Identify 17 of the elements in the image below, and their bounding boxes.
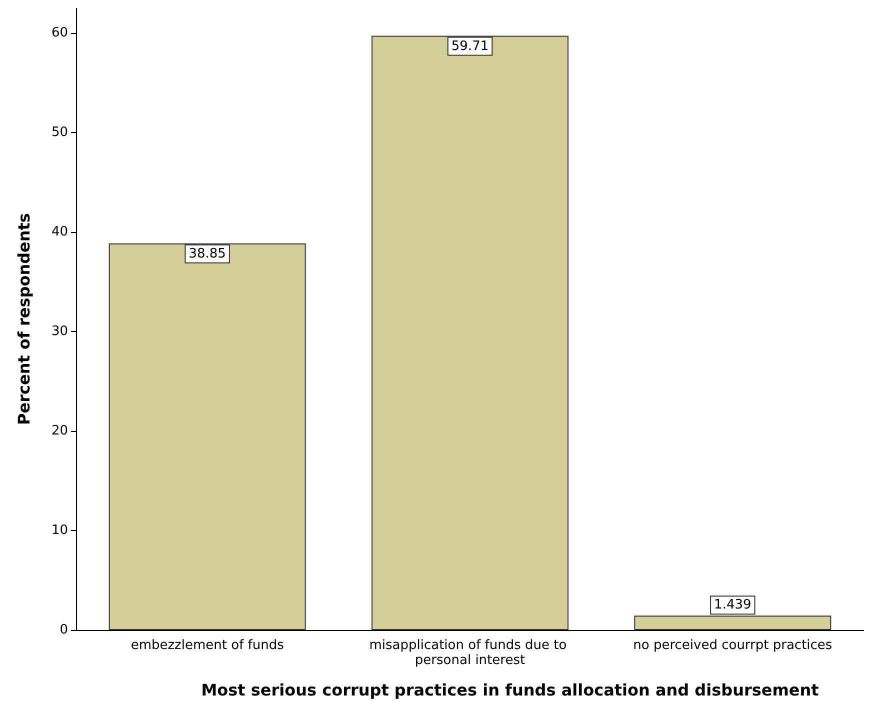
data-label: 38.85 — [188, 246, 226, 262]
y-tick-label: 20 — [51, 423, 68, 438]
data-label: 59.71 — [451, 38, 489, 54]
y-tick-label: 60 — [51, 25, 68, 40]
y-tick-label: 0 — [60, 622, 68, 638]
y-tick-label: 10 — [51, 522, 68, 538]
x-tick-label: misapplication of funds due to personal interest — [369, 638, 571, 668]
y-tick-label: 30 — [51, 324, 68, 339]
x-axis-title: Most serious corrupt practices in funds allocation and disbursement — [201, 680, 820, 700]
y-tick-label: 40 — [51, 224, 68, 240]
bar — [108, 243, 306, 630]
x-tick-label: no perceived courrpt practices — [633, 638, 832, 653]
y-tick-label: 50 — [51, 124, 68, 140]
data-label: 1.439 — [714, 598, 752, 613]
y-axis-title: Percent of respondents — [14, 213, 34, 425]
bar — [372, 36, 568, 630]
x-tick-label: embezzlement of funds — [130, 638, 284, 653]
